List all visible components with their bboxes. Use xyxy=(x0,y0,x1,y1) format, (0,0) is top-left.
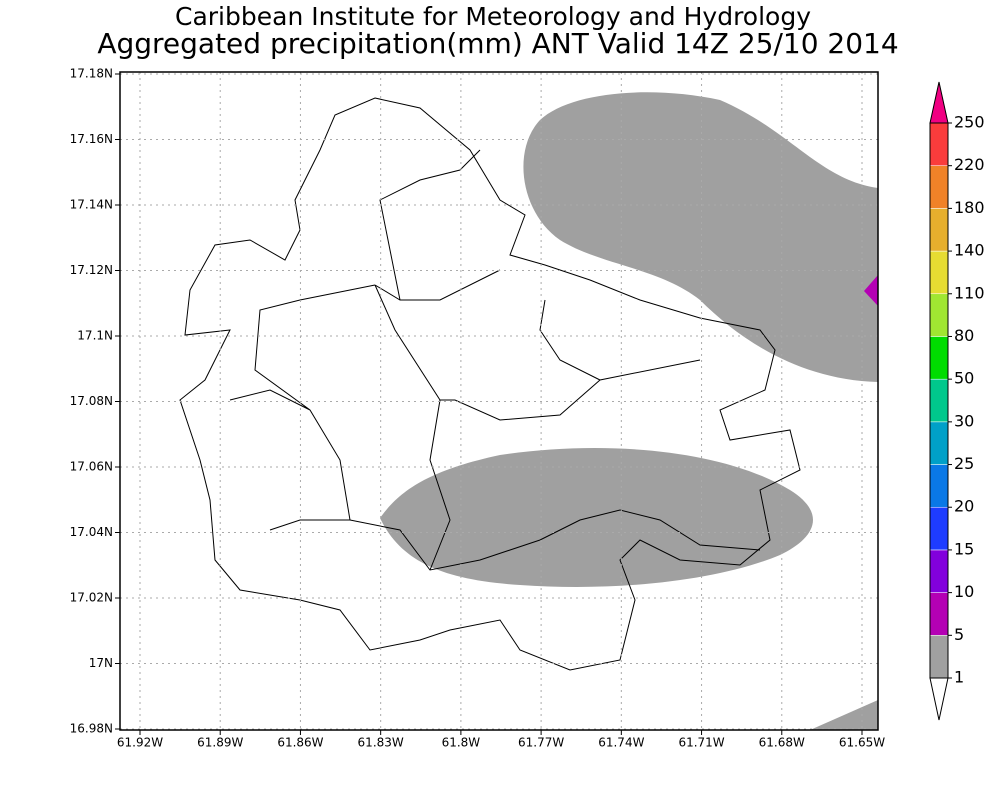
colorbar-label: 220 xyxy=(954,155,985,174)
precip-area xyxy=(380,448,813,587)
title-line: Caribbean Institute for Meteorology and … xyxy=(175,2,811,31)
x-tick-label: 61.65W xyxy=(839,736,885,750)
colorbar-segment xyxy=(929,421,949,465)
precip-spot xyxy=(864,275,878,306)
colorbar-segment xyxy=(929,165,949,209)
colorbar-segment xyxy=(929,336,949,380)
y-tick-label: 17N xyxy=(89,656,113,670)
parish-line xyxy=(229,149,761,571)
colorbar-segment xyxy=(929,208,949,252)
x-tick-label: 61.77W xyxy=(518,736,564,750)
colorbar-label: 10 xyxy=(954,582,974,601)
colorbar-label: 1 xyxy=(954,668,964,687)
colorbar-label: 30 xyxy=(954,411,974,430)
y-tick-label: 17.06N xyxy=(70,460,113,474)
colorbar-segment xyxy=(929,635,949,679)
x-tick-label: 61.89W xyxy=(197,736,243,750)
colorbar-over xyxy=(929,81,949,124)
colorbar-label: 20 xyxy=(954,497,974,516)
y-tick-label: 17.04N xyxy=(70,525,113,539)
y-tick-label: 17.14N xyxy=(70,198,113,212)
y-tick-label: 16.98N xyxy=(70,722,113,736)
colorbar-label: 180 xyxy=(954,198,985,217)
y-tick-label: 17.16N xyxy=(70,132,113,146)
title-line: Aggregated precipitation(mm) ANT Valid 1… xyxy=(97,27,898,60)
colorbar-segment xyxy=(929,250,949,295)
colorbar-label: 5 xyxy=(954,625,964,644)
colorbar-under xyxy=(929,677,949,721)
map-plot xyxy=(119,71,879,731)
x-tick-label: 61.83W xyxy=(358,736,404,750)
y-tick-label: 17.1N xyxy=(77,329,113,343)
x-tick-label: 61.71W xyxy=(678,736,724,750)
y-tick-label: 17.18N xyxy=(70,67,113,81)
colorbar-segment xyxy=(929,293,949,337)
x-tick-label: 61.86W xyxy=(277,736,323,750)
y-tick-label: 17.02N xyxy=(70,591,113,605)
colorbar-label: 250 xyxy=(954,113,985,132)
colorbar-label: 25 xyxy=(954,454,974,473)
y-tick-label: 17.08N xyxy=(70,394,113,408)
x-tick-label: 61.8W xyxy=(442,736,481,750)
precip-area xyxy=(810,700,878,730)
precip-shading xyxy=(380,92,878,730)
colorbar-label: 80 xyxy=(954,326,974,345)
colorbar-frame xyxy=(929,122,949,679)
island-outline xyxy=(179,97,801,671)
colorbar-label: 50 xyxy=(954,369,974,388)
coastline xyxy=(179,97,801,671)
colorbar-segment xyxy=(929,506,949,551)
colorbar-segment xyxy=(929,464,949,508)
colorbar-label: 140 xyxy=(954,241,985,260)
x-tick-label: 61.68W xyxy=(759,736,805,750)
colorbar-label: 15 xyxy=(954,539,974,558)
x-tick-label: 61.74W xyxy=(598,736,644,750)
colorbar-segment xyxy=(929,122,949,166)
colorbar-segment xyxy=(929,592,949,636)
precip-area xyxy=(523,92,878,382)
colorbar-label: 110 xyxy=(954,283,985,302)
y-tick-label: 17.12N xyxy=(70,263,113,277)
colorbar-segment xyxy=(929,378,949,423)
x-tick-label: 61.92W xyxy=(117,736,163,750)
colorbar-segment xyxy=(929,549,949,593)
